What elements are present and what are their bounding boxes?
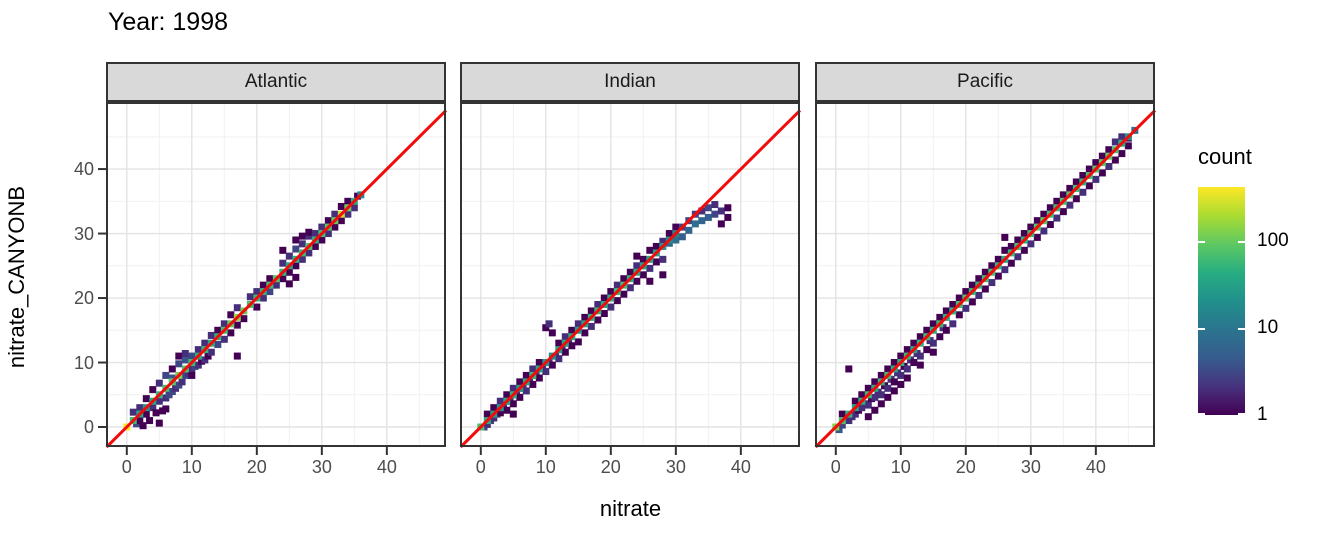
facet-atlantic: Atlantic 0 10 20 30 40: [98, 62, 448, 492]
legend-tick-label: 100: [1257, 230, 1289, 252]
x-tick-label: 0: [121, 457, 132, 477]
x-tick-label: 0: [830, 457, 841, 477]
legend-tick-label: 1: [1257, 404, 1268, 425]
facet-panel-indian: [459, 102, 802, 455]
facet-strip-label: Indian: [604, 71, 656, 92]
legend-title: count: [1198, 144, 1252, 169]
facet-indian: Indian 0 10 20 30 40: [459, 62, 802, 492]
facet-pacific: Pacific 0 10 20 30 40: [814, 62, 1157, 492]
panel-svg-pacific: [814, 102, 1157, 455]
facet-strip-label: Pacific: [957, 71, 1013, 92]
x-tick-label: 20: [600, 457, 621, 477]
x-tick-label: 10: [535, 457, 556, 477]
x-tick-label: 40: [730, 457, 751, 477]
facet-strip-indian: Indian: [460, 62, 800, 102]
legend-tick-mark: [1198, 241, 1205, 244]
identity-line: [814, 109, 1157, 449]
y-axis-title: nitrate_CANYONB: [4, 185, 29, 369]
x-tick-label: 10: [181, 457, 202, 477]
facet-strip-atlantic: Atlantic: [106, 62, 446, 102]
legend-tick-mark: [1238, 328, 1245, 331]
x-tick-label: 20: [246, 457, 267, 477]
facet-panel-atlantic: [98, 102, 448, 455]
plot-title: Year: 1998: [108, 8, 229, 36]
x-axis-title: nitrate: [599, 496, 662, 521]
y-tick-label: 10: [73, 352, 94, 373]
x-tick-label: 30: [311, 457, 332, 477]
y-tick-label: 0: [83, 417, 94, 437]
x-tick-label: 0: [475, 457, 486, 477]
x-tick-label: 30: [665, 457, 686, 477]
legend-tick-label: 10: [1257, 317, 1279, 339]
legend-count: count 100 10 1: [1197, 144, 1343, 454]
panel-svg-atlantic: [98, 102, 448, 455]
x-axis-ticks: [125, 447, 388, 455]
x-axis-ticks: [834, 447, 1097, 455]
x-tick-label: 20: [955, 457, 976, 477]
panel-border: [106, 102, 446, 447]
x-tick-label: 10: [890, 457, 911, 477]
panel-border: [815, 102, 1155, 447]
panel-svg-indian: [459, 102, 802, 455]
facet-strip-label: Atlantic: [244, 71, 308, 92]
x-tick-label: 40: [376, 457, 397, 477]
x-axis-ticks: [479, 447, 742, 455]
identity-line: [105, 109, 448, 449]
facet-panel-pacific: [814, 102, 1157, 455]
panel-border: [460, 102, 800, 447]
facet-strip-pacific: Pacific: [815, 62, 1155, 102]
x-tick-label: 30: [1020, 457, 1041, 477]
legend-tick-mark: [1238, 413, 1245, 415]
y-tick-label: 30: [73, 223, 94, 244]
identity-line: [459, 109, 802, 449]
legend-colorbar: [1198, 187, 1245, 415]
y-tick-label: 20: [73, 288, 94, 309]
x-tick-label: 40: [1085, 457, 1106, 477]
legend-tick-mark: [1238, 241, 1245, 244]
y-tick-label: 40: [73, 159, 94, 180]
y-axis-ticks: [98, 168, 106, 429]
legend-tick-mark: [1198, 328, 1205, 331]
legend-tick-mark: [1198, 413, 1205, 415]
